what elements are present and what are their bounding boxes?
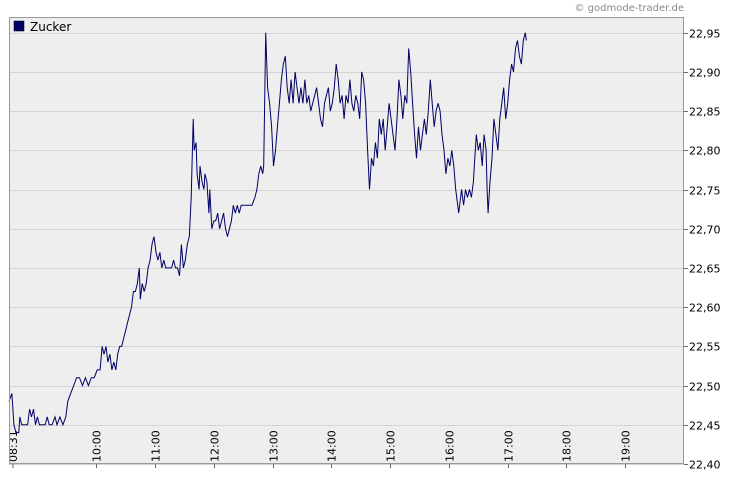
legend-swatch <box>13 20 25 32</box>
y-tick-label: 22,40 <box>689 459 721 472</box>
x-tick-label: 19:00 <box>620 430 633 462</box>
y-tick-label: 22,60 <box>689 302 721 315</box>
y-tick-label: 22,95 <box>689 28 721 41</box>
x-tick-label: 16:00 <box>444 430 457 462</box>
y-tick-label: 22,85 <box>689 106 721 119</box>
x-tick-label: 14:00 <box>326 430 339 462</box>
gridlines <box>9 33 684 465</box>
x-tick-label: 17:00 <box>503 430 516 462</box>
plot-frame <box>9 17 684 464</box>
x-tick-label: 18:00 <box>561 430 574 462</box>
y-tick-label: 22,65 <box>689 263 721 276</box>
y-tick-label: 22,55 <box>689 341 721 354</box>
y-tick-label: 22,75 <box>689 185 721 198</box>
x-tick-label: 11:00 <box>150 430 163 462</box>
x-axis: 08:31 10:00 11:00 12:00 13:00 14:00 15:00 16:00… <box>7 430 633 468</box>
series-line-zucker <box>8 32 527 434</box>
x-start-label: 08:31 <box>7 430 20 462</box>
x-tick-label: 10:00 <box>91 430 104 462</box>
y-tick-label: 22,90 <box>689 67 721 80</box>
credit-text: © godmode-trader.de <box>575 3 685 14</box>
x-tick-label: 13:00 <box>268 430 281 462</box>
y-tick-label: 22,80 <box>689 145 721 158</box>
plot-area <box>9 17 684 464</box>
y-axis: 22,40 22,45 22,50 22,55 22,60 22,65 22,70 22,75… <box>684 28 721 472</box>
legend-label: Zucker <box>30 20 71 34</box>
x-tick-label: 15:00 <box>385 430 398 462</box>
x-tick-label: 12:00 <box>209 430 222 462</box>
legend: Zucker <box>13 20 71 34</box>
y-tick-label: 22,70 <box>689 224 721 237</box>
y-tick-label: 22,50 <box>689 381 721 394</box>
y-tick-label: 22,45 <box>689 420 721 433</box>
